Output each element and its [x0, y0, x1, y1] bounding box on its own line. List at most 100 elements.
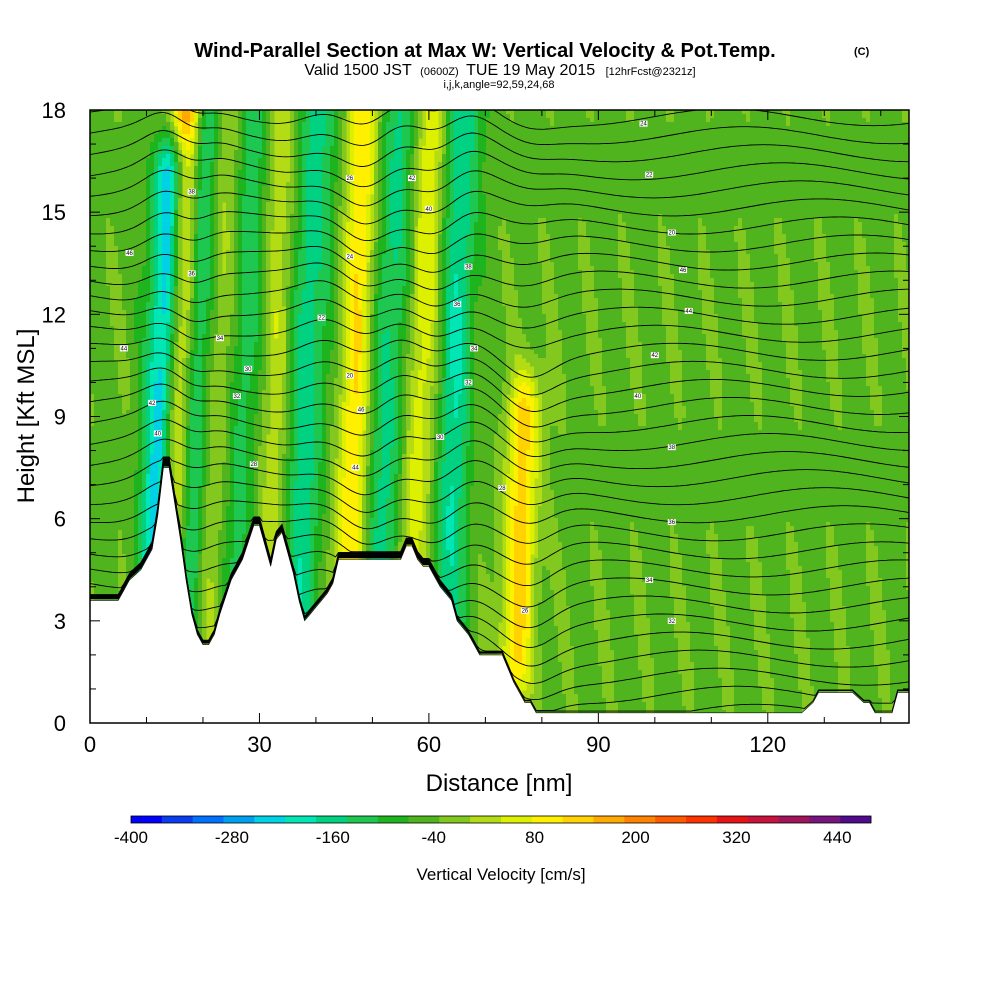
velocity-cell: [826, 206, 831, 211]
velocity-cell: [662, 150, 667, 155]
velocity-cell: [290, 166, 295, 171]
velocity-cell: [654, 142, 659, 147]
velocity-cell: [334, 122, 339, 127]
velocity-cell: [186, 142, 191, 147]
velocity-cell: [874, 158, 879, 163]
velocity-cell: [342, 186, 347, 191]
velocity-cell: [442, 198, 447, 203]
velocity-cell: [242, 170, 247, 175]
velocity-cell: [738, 182, 743, 187]
velocity-cell: [506, 150, 511, 155]
velocity-cell: [190, 206, 195, 211]
velocity-cell: [422, 198, 427, 203]
velocity-cell: [122, 178, 127, 183]
velocity-cell: [550, 198, 555, 203]
velocity-cell: [482, 130, 487, 135]
velocity-cell: [670, 150, 675, 155]
velocity-cell: [326, 118, 331, 123]
velocity-cell: [718, 158, 723, 163]
velocity-cell: [334, 142, 339, 147]
velocity-cell: [606, 166, 611, 171]
velocity-cell: [486, 206, 491, 211]
velocity-cell: [598, 186, 603, 191]
velocity-cell: [666, 122, 671, 127]
velocity-cell: [666, 154, 671, 159]
velocity-cell: [294, 146, 299, 151]
velocity-cell: [262, 178, 267, 183]
velocity-cell: [146, 138, 151, 143]
velocity-cell: [642, 166, 647, 171]
velocity-cell: [542, 150, 547, 155]
velocity-cell: [174, 166, 179, 171]
velocity-cell: [694, 110, 699, 115]
velocity-cell: [554, 118, 559, 123]
velocity-cell: [734, 110, 739, 115]
velocity-cell: [418, 134, 423, 139]
velocity-cell: [142, 150, 147, 155]
velocity-cell: [886, 198, 891, 203]
velocity-cell: [106, 138, 111, 143]
velocity-cell: [258, 206, 263, 211]
velocity-cell: [770, 186, 775, 191]
velocity-cell: [202, 210, 207, 215]
velocity-cell: [742, 178, 747, 183]
velocity-cell: [462, 142, 467, 147]
velocity-cell: [854, 174, 859, 179]
velocity-cell: [558, 126, 563, 131]
velocity-cell: [746, 166, 751, 171]
velocity-cell: [306, 110, 311, 115]
velocity-cell: [478, 158, 483, 163]
velocity-cell: [310, 210, 315, 215]
velocity-cell: [98, 154, 103, 159]
velocity-cell: [414, 206, 419, 211]
velocity-cell: [630, 110, 635, 115]
velocity-cell: [262, 174, 267, 179]
velocity-cell: [678, 198, 683, 203]
velocity-cell: [566, 114, 571, 119]
velocity-cell: [294, 190, 299, 195]
velocity-cell: [434, 134, 439, 139]
velocity-cell: [798, 190, 803, 195]
velocity-cell: [490, 198, 495, 203]
velocity-cell: [898, 158, 903, 163]
velocity-cell: [634, 134, 639, 139]
velocity-cell: [162, 194, 167, 199]
velocity-cell: [774, 110, 779, 115]
velocity-cell: [514, 154, 519, 159]
velocity-cell: [490, 110, 495, 115]
velocity-cell: [262, 122, 267, 127]
velocity-cell: [898, 110, 903, 115]
velocity-cell: [454, 126, 459, 131]
velocity-cell: [802, 166, 807, 171]
velocity-cell: [234, 146, 239, 151]
velocity-cell: [122, 182, 127, 187]
velocity-cell: [574, 158, 579, 163]
velocity-cell: [746, 178, 751, 183]
velocity-cell: [510, 150, 515, 155]
velocity-cell: [638, 170, 643, 175]
velocity-cell: [350, 198, 355, 203]
velocity-cell: [630, 146, 635, 151]
velocity-cell: [314, 194, 319, 199]
velocity-cell: [826, 150, 831, 155]
velocity-cell: [770, 150, 775, 155]
velocity-cell: [222, 138, 227, 143]
velocity-cell: [146, 182, 151, 187]
velocity-cell: [666, 150, 671, 155]
velocity-cell: [578, 166, 583, 171]
velocity-cell: [606, 190, 611, 195]
velocity-cell: [874, 174, 879, 179]
velocity-cell: [586, 170, 591, 175]
velocity-cell: [178, 170, 183, 175]
velocity-cell: [158, 186, 163, 191]
velocity-cell: [830, 154, 835, 159]
velocity-cell: [630, 138, 635, 143]
velocity-cell: [158, 150, 163, 155]
velocity-cell: [758, 170, 763, 175]
velocity-cell: [402, 146, 407, 151]
velocity-cell: [402, 134, 407, 139]
velocity-cell: [898, 114, 903, 119]
velocity-cell: [594, 158, 599, 163]
velocity-cell: [458, 162, 463, 167]
velocity-cell: [686, 134, 691, 139]
